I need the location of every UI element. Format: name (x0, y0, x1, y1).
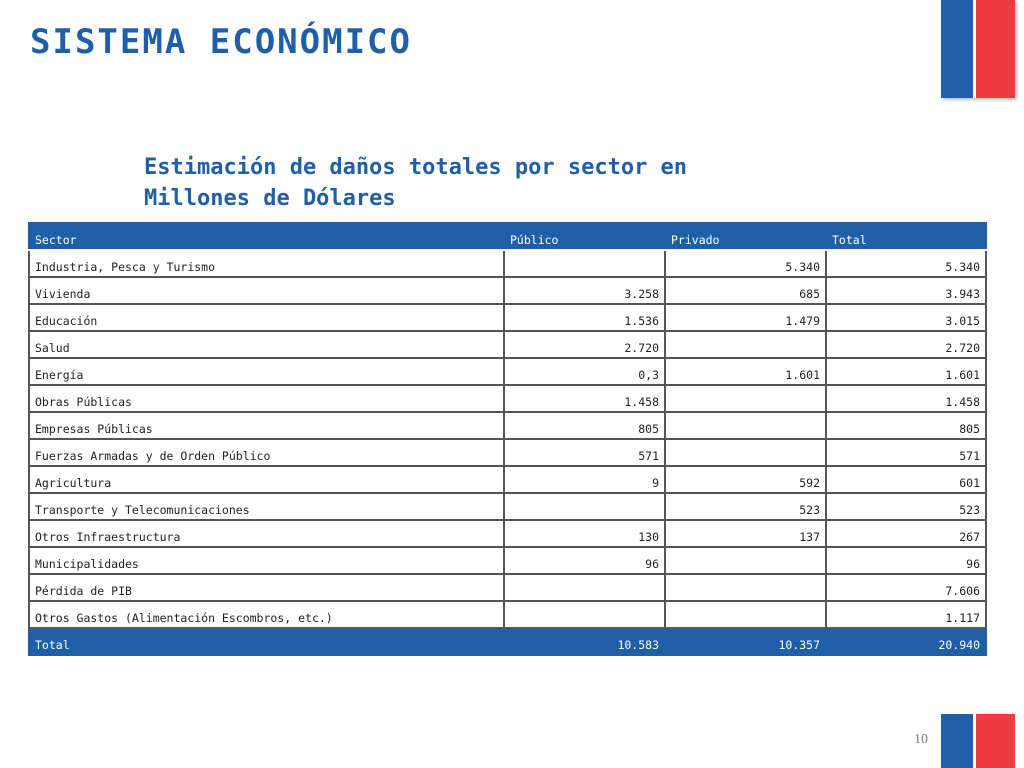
table-row: Industria, Pesca y Turismo 5.340 5.340 (28, 249, 987, 278)
cell-total: 1.117 (825, 600, 987, 629)
slide-title: SISTEMA ECONÓMICO (30, 22, 412, 62)
table-row: Agricultura 9 592 601 (28, 465, 987, 494)
cell-sector: Energía (28, 357, 505, 386)
cell-publico: 1.536 (503, 303, 666, 332)
total-total: 20.940 (825, 627, 987, 656)
table-row: Vivienda 3.258 685 3.943 (28, 276, 987, 305)
header-publico: Público (503, 222, 666, 251)
chile-flag-decoration-bottom (941, 714, 1015, 768)
cell-publico (503, 492, 666, 521)
chile-flag-decoration-top (941, 0, 1015, 98)
cell-total: 7.606 (825, 573, 987, 602)
cell-total: 601 (825, 465, 987, 494)
table-row: Municipalidades 96 96 (28, 546, 987, 575)
header-total: Total (825, 222, 987, 251)
cell-sector: Salud (28, 330, 505, 359)
cell-sector: Municipalidades (28, 546, 505, 575)
table-header-row: Sector Público Privado Total (28, 222, 987, 251)
cell-privado (664, 600, 827, 629)
total-publico: 10.583 (503, 627, 666, 656)
damage-estimate-table: Sector Público Privado Total Industria, … (28, 222, 987, 656)
cell-total: 571 (825, 438, 987, 467)
cell-sector: Pérdida de PIB (28, 573, 505, 602)
cell-privado: 5.340 (664, 249, 827, 278)
total-label: Total (28, 627, 505, 656)
caption-line-1: Estimación de daños totales por sector e… (144, 155, 688, 180)
table-row: Otros Gastos (Alimentación Escombros, et… (28, 600, 987, 629)
cell-total: 2.720 (825, 330, 987, 359)
cell-publico: 130 (503, 519, 666, 548)
cell-publico: 3.258 (503, 276, 666, 305)
cell-publico (503, 249, 666, 278)
cell-sector: Empresas Públicas (28, 411, 505, 440)
cell-total: 523 (825, 492, 987, 521)
cell-sector: Otros Infraestructura (28, 519, 505, 548)
cell-total: 1.601 (825, 357, 987, 386)
table-row: Salud 2.720 2.720 (28, 330, 987, 359)
cell-privado: 685 (664, 276, 827, 305)
cell-sector: Educación (28, 303, 505, 332)
table-row: Otros Infraestructura 130 137 267 (28, 519, 987, 548)
cell-publico: 1.458 (503, 384, 666, 413)
cell-total: 96 (825, 546, 987, 575)
cell-privado: 1.601 (664, 357, 827, 386)
cell-privado: 592 (664, 465, 827, 494)
cell-privado (664, 546, 827, 575)
cell-sector: Vivienda (28, 276, 505, 305)
table-row: Educación 1.536 1.479 3.015 (28, 303, 987, 332)
cell-publico: 2.720 (503, 330, 666, 359)
cell-privado (664, 438, 827, 467)
cell-privado (664, 573, 827, 602)
cell-publico: 96 (503, 546, 666, 575)
cell-sector: Agricultura (28, 465, 505, 494)
cell-publico: 0,3 (503, 357, 666, 386)
cell-privado: 1.479 (664, 303, 827, 332)
cell-publico: 9 (503, 465, 666, 494)
table-row: Fuerzas Armadas y de Orden Público 571 5… (28, 438, 987, 467)
table-caption: Estimación de daños totales por sector e… (144, 152, 844, 214)
cell-publico (503, 573, 666, 602)
cell-total: 805 (825, 411, 987, 440)
cell-privado: 523 (664, 492, 827, 521)
table-total-row: Total 10.583 10.357 20.940 (28, 627, 987, 656)
cell-total: 267 (825, 519, 987, 548)
cell-privado (664, 411, 827, 440)
cell-total: 5.340 (825, 249, 987, 278)
cell-sector: Transporte y Telecomunicaciones (28, 492, 505, 521)
header-sector: Sector (28, 222, 505, 251)
cell-sector: Otros Gastos (Alimentación Escombros, et… (28, 600, 505, 629)
cell-privado: 137 (664, 519, 827, 548)
header-privado: Privado (664, 222, 827, 251)
cell-privado (664, 384, 827, 413)
cell-sector: Fuerzas Armadas y de Orden Público (28, 438, 505, 467)
table-row: Empresas Públicas 805 805 (28, 411, 987, 440)
table-row: Energía 0,3 1.601 1.601 (28, 357, 987, 386)
cell-sector: Industria, Pesca y Turismo (28, 249, 505, 278)
cell-total: 3.943 (825, 276, 987, 305)
table-row: Pérdida de PIB 7.606 (28, 573, 987, 602)
total-privado: 10.357 (664, 627, 827, 656)
cell-publico: 571 (503, 438, 666, 467)
table-row: Transporte y Telecomunicaciones 523 523 (28, 492, 987, 521)
cell-total: 3.015 (825, 303, 987, 332)
cell-sector: Obras Públicas (28, 384, 505, 413)
table-row: Obras Públicas 1.458 1.458 (28, 384, 987, 413)
cell-privado (664, 330, 827, 359)
cell-publico (503, 600, 666, 629)
cell-publico: 805 (503, 411, 666, 440)
cell-total: 1.458 (825, 384, 987, 413)
caption-line-2: Millones de Dólares (144, 186, 396, 211)
page-number: 10 (914, 732, 928, 747)
